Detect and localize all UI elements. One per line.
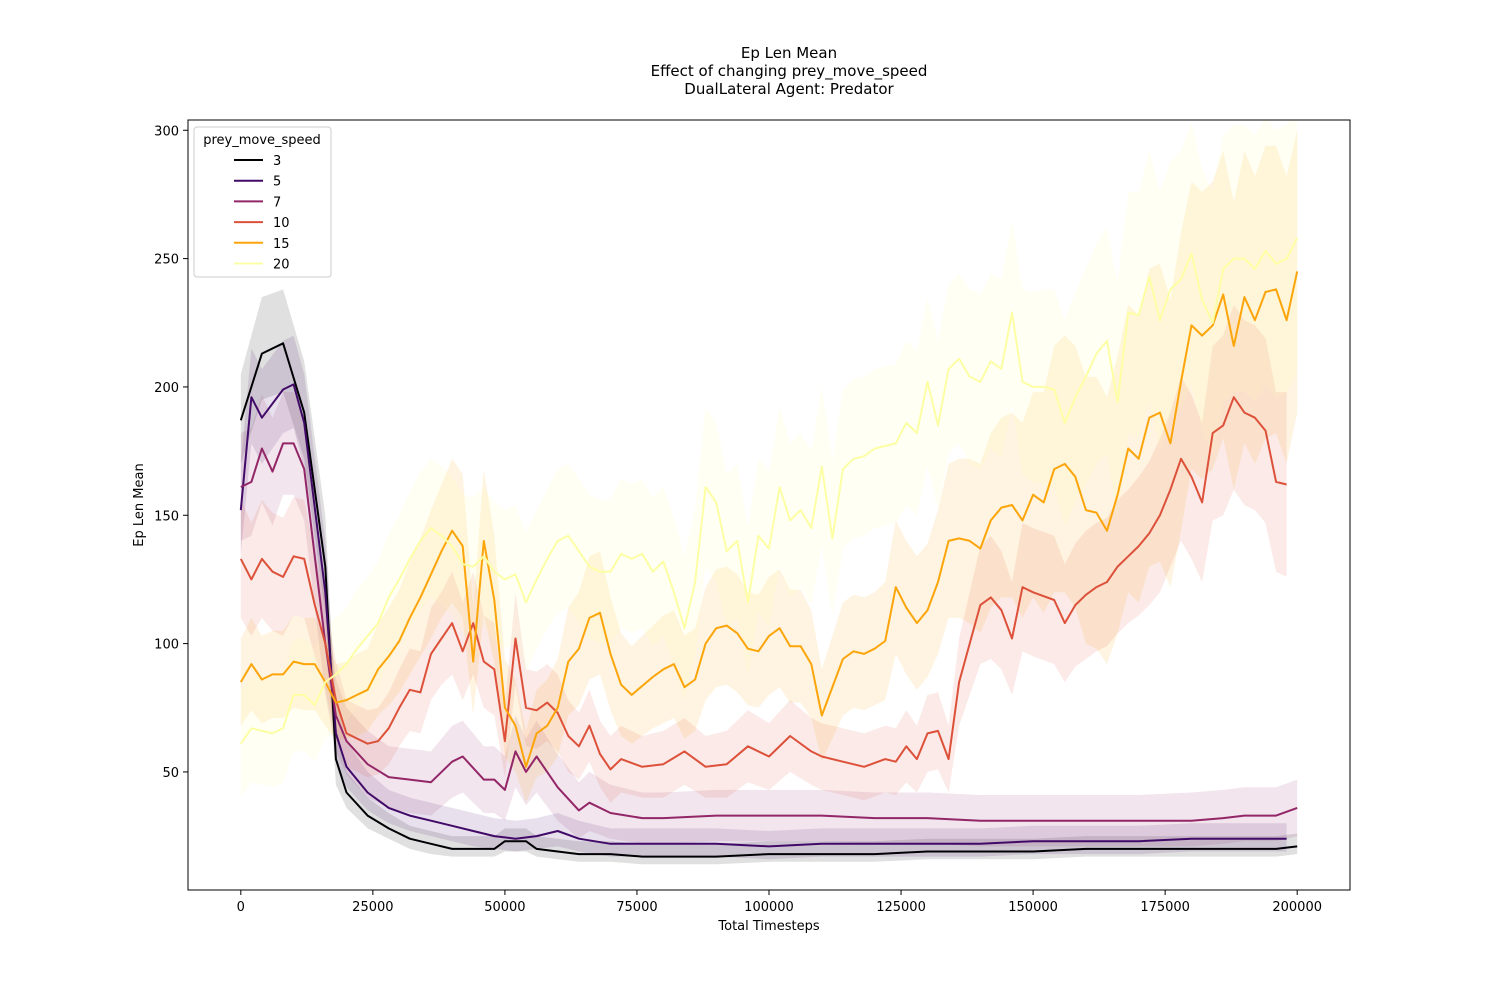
band-series-7 [240,392,1298,847]
x-tick-label-50000: 50000 [484,900,525,915]
x-tick-label-0: 0 [237,900,245,915]
y-axis-label: Ep Len Mean [132,463,147,546]
legend-entry-20: 20 [234,258,290,273]
x-axis-ticks: 0 25000 50000 75000 100000 125000 150000 175000… [237,890,1322,915]
chart-title-line-1: Ep Len Mean [741,44,837,62]
band-series-15 [240,130,1298,803]
legend-entries: 3 5 7 10 15 20 [234,154,290,273]
y-tick-label-300: 300 [154,124,179,139]
x-axis-label: Total Timesteps [717,919,819,934]
legend-label-20: 20 [273,258,290,273]
x-tick-label-125000: 125000 [876,900,926,915]
line-series-10 [239,396,1287,771]
series-lines [239,237,1299,858]
x-tick-label-25000: 25000 [352,900,393,915]
band-series-20 [240,120,1298,798]
band-series-10 [240,304,1287,803]
legend: prey_move_speed 3 5 7 10 15 20 [193,126,332,278]
y-tick-label-50: 50 [162,766,179,781]
chart-title-line-2: Effect of changing prey_move_speed [651,62,928,81]
y-axis-ticks: 50 100 150 200 250 300 [154,124,188,781]
legend-entry-15: 15 [234,237,290,252]
y-tick-label-250: 250 [154,253,179,268]
chart-title-line-3: DualLateral Agent: Predator [684,80,894,98]
legend-label-5: 5 [273,175,281,190]
x-tick-label-175000: 175000 [1140,900,1190,915]
line-series-15 [239,271,1299,768]
x-tick-label-75000: 75000 [616,900,657,915]
legend-label-10: 10 [273,216,290,231]
legend-title: prey_move_speed [203,133,321,148]
y-tick-label-100: 100 [154,638,179,653]
line-series-5 [239,383,1287,848]
legend-label-3: 3 [273,154,281,169]
chart-title: Ep Len Mean Effect of changing prey_move… [651,44,928,98]
x-tick-label-200000: 200000 [1272,900,1322,915]
legend-entry-10: 10 [234,216,290,231]
x-tick-label-150000: 150000 [1008,900,1058,915]
line-series-3 [239,342,1298,858]
band-series-3 [240,289,1298,865]
line-series-20 [239,237,1299,745]
legend-label-7: 7 [273,195,281,210]
x-tick-label-100000: 100000 [744,900,794,915]
line-series-7 [240,442,1298,822]
legend-label-15: 15 [273,237,290,252]
y-tick-label-150: 150 [154,509,179,524]
legend-entry-3: 3 [234,154,281,169]
legend-entry-7: 7 [234,195,281,210]
y-tick-label-200: 200 [154,381,179,396]
legend-entry-5: 5 [234,175,281,190]
confidence-bands [240,120,1298,865]
